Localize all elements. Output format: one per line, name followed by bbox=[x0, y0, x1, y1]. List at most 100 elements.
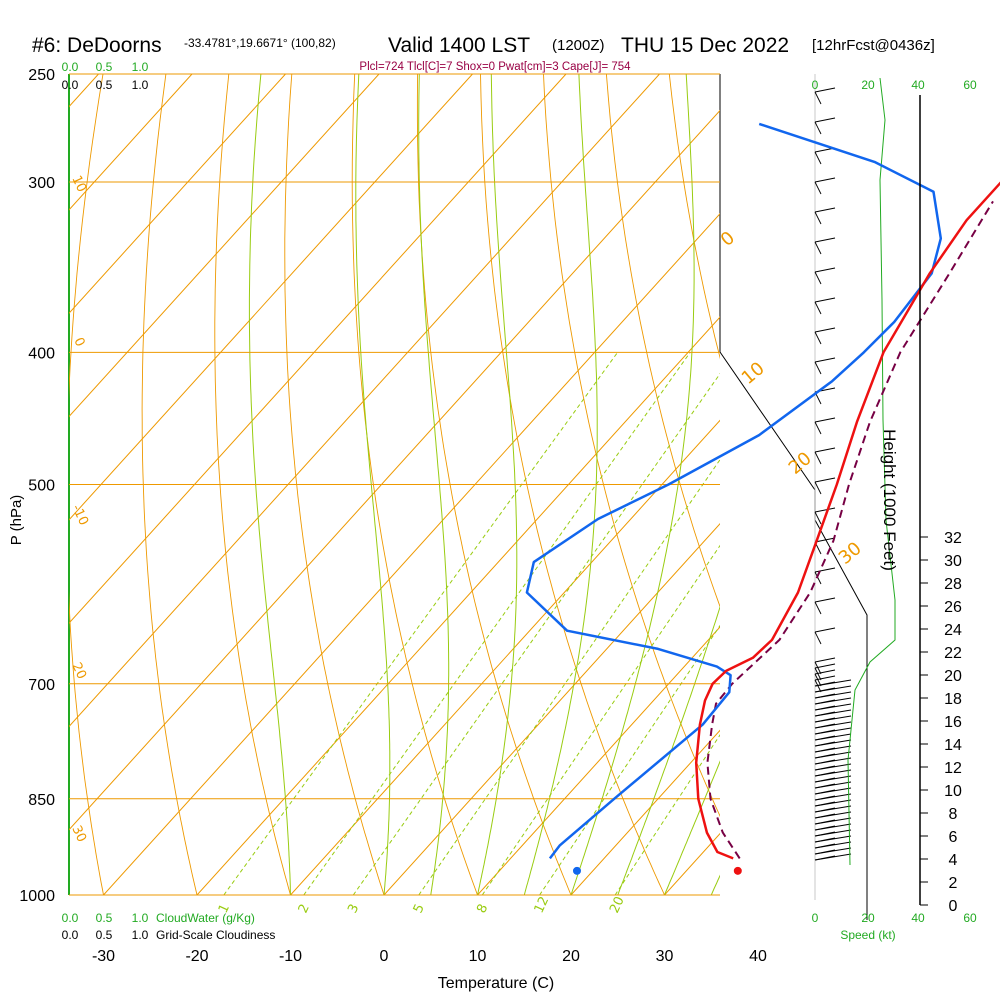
height-tick-label: 26 bbox=[944, 599, 962, 616]
cloudwater-tick-top: 0.5 bbox=[96, 60, 113, 74]
speed-tick-top: 0 bbox=[812, 78, 819, 92]
cloudwater-tick-top: 0.0 bbox=[62, 60, 79, 74]
parcel-profile bbox=[706, 200, 994, 859]
cloudwater-tick-bottom: 1.0 bbox=[132, 911, 149, 925]
wind-barb-flag bbox=[814, 735, 836, 741]
height-tick-label: 14 bbox=[944, 737, 962, 754]
wind-barb bbox=[814, 271, 822, 285]
height-axis-title: Height (1000 Feet) bbox=[880, 429, 899, 571]
zulu-time: (1200Z) bbox=[552, 37, 605, 54]
wind-barb-flag bbox=[814, 687, 836, 693]
wind-barb-flag bbox=[814, 447, 836, 453]
wind-barb-flag bbox=[814, 723, 836, 729]
plot-frame bbox=[68, 74, 868, 920]
moist-adiabat bbox=[664, 760, 720, 895]
wind-barb-flag bbox=[814, 705, 836, 711]
parcel-params: Plcl=724 Tlcl[C]=7 Shox=0 Pwat[cm]=3 Cap… bbox=[359, 61, 631, 73]
wind-barb-flag bbox=[814, 843, 836, 849]
x-tick-label: 10 bbox=[469, 948, 487, 965]
speed-curve bbox=[847, 77, 896, 866]
isotherm-line bbox=[758, 74, 1000, 895]
cloudiness-tick-bottom: 0.0 bbox=[62, 928, 79, 942]
cloudwater-tick-top: 1.0 bbox=[132, 60, 149, 74]
isotherm-line bbox=[477, 626, 720, 895]
wind-barb bbox=[814, 241, 822, 255]
wind-barb bbox=[814, 481, 822, 495]
mixing-ratio-label: 5 bbox=[411, 902, 428, 916]
wind-barb-flag bbox=[814, 819, 836, 825]
wind-barb bbox=[814, 331, 822, 345]
wind-barb-flag bbox=[814, 87, 836, 93]
wind-barb-flag bbox=[814, 477, 836, 483]
speed-tick-top: 60 bbox=[963, 78, 977, 92]
pressure-tick-label: 850 bbox=[28, 792, 55, 809]
wind-barb-flag bbox=[814, 567, 836, 573]
cloudiness-tick-top: 0.5 bbox=[96, 78, 113, 92]
site-title: #6: DeDoorns bbox=[32, 34, 162, 57]
wind-barb-flag bbox=[814, 711, 836, 717]
pressure-grid bbox=[69, 73, 720, 896]
pressure-tick-label: 500 bbox=[28, 478, 55, 495]
height-tick-label: 10 bbox=[944, 783, 962, 800]
wind-barb bbox=[814, 151, 822, 165]
mixing-ratio-line bbox=[352, 372, 720, 895]
cloudwater-label: CloudWater (g/Kg) bbox=[156, 911, 255, 925]
isotherm-line bbox=[69, 74, 286, 314]
cloudiness-label: Grid-Scale Cloudiness bbox=[156, 928, 275, 942]
wind-barb-flag bbox=[814, 681, 836, 687]
dry-adiabat bbox=[978, 50, 1000, 924]
wind-barb-flag bbox=[814, 693, 836, 699]
wind-barb-flag bbox=[814, 855, 836, 861]
wind-barb-flag bbox=[814, 777, 836, 783]
wind-barb bbox=[814, 679, 822, 693]
wind-barb-flag bbox=[814, 627, 836, 633]
mixing-ratio-label: 12 bbox=[532, 894, 553, 915]
sounding-profiles bbox=[525, 122, 1000, 875]
wind-barb bbox=[814, 667, 822, 681]
wind-barb-flag bbox=[814, 783, 836, 789]
dry-adiabat bbox=[668, 74, 720, 360]
moist-adiabat bbox=[523, 74, 598, 895]
wind-barb bbox=[814, 91, 822, 105]
isotherm-line bbox=[69, 74, 380, 418]
isotherm-line bbox=[852, 74, 1000, 895]
dry-adiabat bbox=[141, 74, 198, 895]
height-tick-label: 30 bbox=[944, 553, 962, 570]
mixing-ratio-line bbox=[614, 734, 720, 895]
wind-barb-flag bbox=[814, 729, 836, 735]
wind-barb bbox=[814, 121, 822, 135]
dry-adiabat bbox=[284, 74, 385, 895]
wind-barb-flag bbox=[814, 765, 836, 771]
wind-barb-flag bbox=[814, 849, 836, 855]
pressure-tick-label: 1000 bbox=[19, 888, 55, 905]
mixing-ratio-label: 8 bbox=[474, 902, 491, 916]
wind-barb-flag bbox=[814, 327, 836, 333]
wind-barb bbox=[814, 451, 822, 465]
isotherm-label: 30 bbox=[68, 823, 89, 844]
cloudiness-tick-top: 0.0 bbox=[62, 78, 79, 92]
mixing-ratio-label: 20 bbox=[607, 894, 628, 915]
mixing-ratio-line bbox=[303, 352, 691, 895]
wind-barb-flag bbox=[814, 669, 836, 675]
wind-barb-flag bbox=[814, 675, 836, 681]
speed-tick-top: 40 bbox=[911, 78, 925, 92]
wind-barb-flag bbox=[814, 207, 836, 213]
y-axis-title: P (hPa) bbox=[8, 495, 25, 546]
isotherm-label: 0 bbox=[70, 335, 87, 349]
wind-barb-flag bbox=[814, 837, 836, 843]
dry-adiabat bbox=[543, 74, 720, 818]
mixing-ratio-label: 3 bbox=[345, 902, 362, 916]
forecast-label: [12hrFcst@0436z] bbox=[812, 37, 935, 54]
wind-barb-flag bbox=[814, 357, 836, 363]
cloudiness-tick-top: 1.0 bbox=[132, 78, 149, 92]
wind-barb-flag bbox=[814, 663, 836, 669]
isotherm-line bbox=[0, 74, 5, 895]
wind-barbs bbox=[814, 77, 896, 866]
wind-barb-flag bbox=[814, 789, 836, 795]
dry-adiabat bbox=[69, 74, 104, 895]
cloudiness-tick-bottom: 1.0 bbox=[132, 928, 149, 942]
moist-adiabat-grid bbox=[248, 74, 720, 895]
wind-barb-flag bbox=[814, 699, 836, 705]
wind-barb-flag bbox=[814, 417, 836, 423]
